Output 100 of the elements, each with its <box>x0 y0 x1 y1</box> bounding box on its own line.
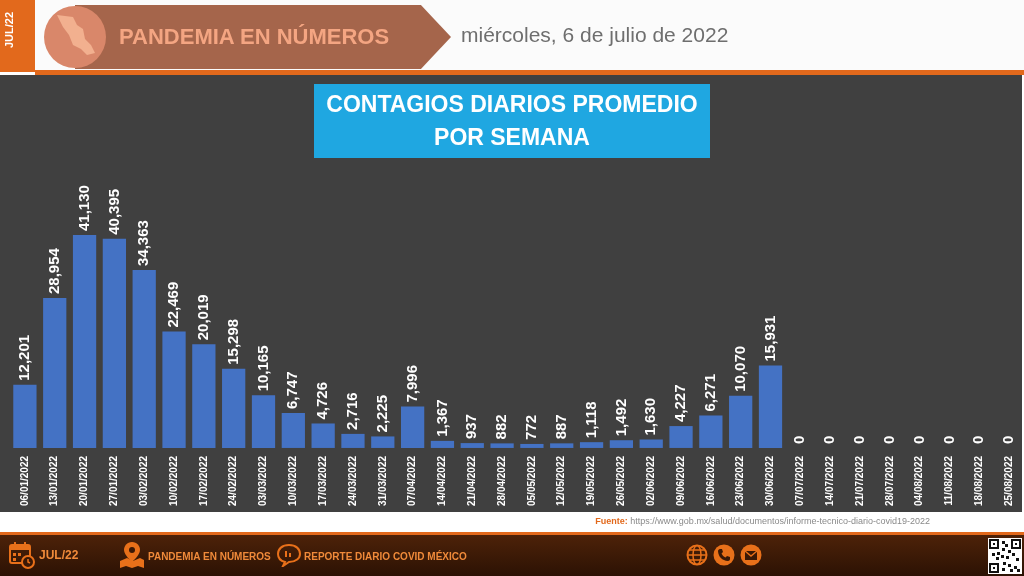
x-tick-label: 30/06/2022 <box>764 455 776 507</box>
bar <box>222 368 246 448</box>
data-label: 10,070 <box>730 345 748 392</box>
x-tick-label: 11/08/2022 <box>943 455 955 506</box>
x-tick-label: 23/06/2022 <box>734 455 746 507</box>
x-tick-label: 31/03/2022 <box>376 455 388 507</box>
x-tick-label: 26/05/2022 <box>615 455 627 507</box>
source-note: Fuente: https://www.gob.mx/salud/documentos/informe-tecnico-diario-covid19-2022 <box>595 516 930 527</box>
data-label: 0 <box>820 435 838 444</box>
data-label: 6,271 <box>700 373 718 412</box>
bar <box>400 406 425 448</box>
data-label: 15,931 <box>760 315 778 362</box>
x-tick-label: 25/08/2022 <box>1002 455 1014 507</box>
bar <box>430 440 455 448</box>
bar <box>758 365 783 448</box>
data-label: 4,726 <box>313 381 331 420</box>
data-label: 7,996 <box>402 365 420 403</box>
x-tick-label: 14/07/2022 <box>823 455 835 507</box>
bar <box>162 331 186 448</box>
bar <box>251 395 276 448</box>
data-label: 1,630 <box>641 397 659 436</box>
x-tick-label: 21/07/2022 <box>853 455 865 507</box>
x-tick-label: 13/01/2022 <box>48 455 60 507</box>
text: miércoles, 6 de julio de 2022 <box>461 23 729 48</box>
x-tick-label: 10/03/2022 <box>287 455 299 507</box>
x-tick-label: 14/04/2022 <box>436 455 448 507</box>
data-label: 28,954 <box>44 247 62 295</box>
data-label: 2,225 <box>372 394 390 433</box>
data-label: 0 <box>909 435 927 444</box>
data-label: 40,395 <box>104 188 122 235</box>
data-label: 1,492 <box>611 398 629 437</box>
x-tick-label: 17/03/2022 <box>316 455 328 507</box>
x-tick-label: 07/04/2022 <box>406 455 418 507</box>
bar <box>102 238 127 448</box>
bar <box>192 344 216 448</box>
x-tick-label: 19/05/2022 <box>585 455 597 507</box>
data-label: 1,367 <box>432 399 450 437</box>
data-label: 22,469 <box>164 281 182 328</box>
bar <box>341 433 365 448</box>
data-label: 2,716 <box>343 392 361 430</box>
x-tick-label: 18/08/2022 <box>973 455 985 507</box>
x-tick-label: 24/03/2022 <box>346 455 358 507</box>
x-tick-label: 05/05/2022 <box>525 455 537 507</box>
data-label: 0 <box>879 435 897 444</box>
bar <box>669 426 693 448</box>
x-tick-label: 02/06/2022 <box>644 455 656 507</box>
x-tick-label: 03/02/2022 <box>137 455 149 507</box>
data-label: 10,165 <box>253 345 271 392</box>
bar <box>311 423 335 448</box>
bar <box>132 270 156 448</box>
x-tick-label: 27/01/2022 <box>108 455 120 507</box>
data-label: 772 <box>522 414 540 440</box>
data-label: 4,227 <box>671 384 689 423</box>
x-tick-label: 20/01/2022 <box>78 455 90 507</box>
data-label: 0 <box>850 435 868 444</box>
data-label: 0 <box>969 435 987 444</box>
data-label: 0 <box>790 435 808 444</box>
bar <box>13 384 37 448</box>
text: JUL/22 <box>39 548 79 563</box>
chart-title: CONTAGIOS DIARIOS PROMEDIO POR SEMANA <box>325 90 699 152</box>
text: PANDEMIA EN NÚMEROS <box>119 24 390 50</box>
x-tick-label: 09/06/2022 <box>674 455 686 507</box>
x-tick-label: 04/08/2022 <box>913 455 925 507</box>
text: PANDEMIA EN NÚMEROS <box>148 551 271 563</box>
bar <box>460 443 484 448</box>
data-label: 1,118 <box>581 401 599 439</box>
data-label: 15,298 <box>223 318 241 365</box>
bar <box>639 439 663 448</box>
bar <box>609 440 634 448</box>
bar <box>520 443 544 448</box>
data-label: 20,019 <box>193 294 211 341</box>
text: JUL/22 <box>3 11 16 48</box>
data-label: 0 <box>939 435 957 444</box>
x-tick-label: 17/02/2022 <box>197 455 209 507</box>
data-label: 0 <box>999 435 1017 444</box>
bar <box>490 443 514 448</box>
x-tick-label: 06/01/2022 <box>18 455 30 507</box>
x-tick-label: 24/02/2022 <box>227 455 239 507</box>
x-tick-label: 12/05/2022 <box>555 455 567 507</box>
bar <box>281 413 305 448</box>
data-label: 882 <box>492 414 510 440</box>
x-tick-label: 28/07/2022 <box>883 455 895 507</box>
data-label: 34,363 <box>134 220 152 267</box>
x-tick-label: 28/04/2022 <box>495 455 507 507</box>
x-tick-label: 21/04/2022 <box>466 455 478 507</box>
x-tick-label: 10/02/2022 <box>167 455 179 507</box>
data-label: 937 <box>462 414 480 440</box>
x-tick-label: 07/07/2022 <box>794 455 806 507</box>
data-label: 887 <box>551 414 569 440</box>
x-tick-label: 03/03/2022 <box>257 455 269 507</box>
bar <box>699 415 723 448</box>
bar <box>579 442 604 448</box>
text: REPORTE DIARIO COVID MÉXICO <box>304 551 467 563</box>
x-tick-label: 16/06/2022 <box>704 455 716 507</box>
bar <box>43 298 67 448</box>
bar <box>72 235 97 448</box>
data-label: 12,201 <box>15 334 33 381</box>
data-label: 41,130 <box>74 185 92 231</box>
data-label: 6,747 <box>283 371 301 410</box>
bar <box>371 436 395 448</box>
